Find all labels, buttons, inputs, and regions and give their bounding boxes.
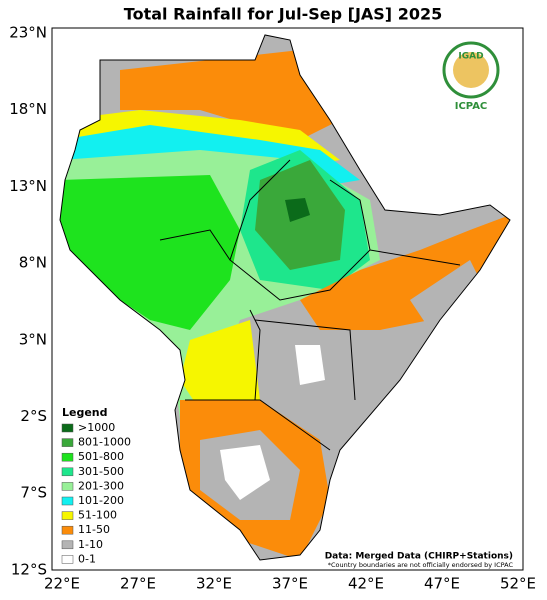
- legend-label: >1000: [78, 421, 115, 434]
- legend-label: 11-50: [78, 523, 110, 536]
- zone: [180, 320, 260, 410]
- logo: IGAD ICPAC: [442, 41, 500, 112]
- legend-label: 801-1000: [78, 436, 131, 449]
- legend-swatch: [61, 452, 74, 462]
- map-title: Total Rainfall for Jul-Sep [JAS] 2025: [124, 5, 442, 24]
- country-boundaries: [59, 34, 511, 561]
- legend-swatch: [61, 423, 74, 433]
- legend-label: 51-100: [78, 509, 117, 522]
- legend-swatch: [61, 511, 74, 520]
- lat-label: 7°S: [20, 484, 47, 502]
- zone: [60, 175, 240, 330]
- legend-swatch: [61, 496, 74, 506]
- lat-label: 12°S: [11, 560, 47, 578]
- legend-label: 0-1: [78, 552, 96, 565]
- lon-label: 42°E: [348, 575, 384, 593]
- lon-label: 32°E: [196, 575, 232, 593]
- disclaimer: *Country boundaries are not officially e…: [328, 561, 514, 569]
- lat-label: 18°N: [9, 100, 47, 118]
- lat-label: 8°N: [19, 254, 47, 272]
- legend-swatch: [61, 525, 74, 535]
- legend-swatch: [61, 467, 74, 477]
- lon-label: 37°E: [272, 575, 308, 593]
- legend-title: Legend: [62, 406, 108, 419]
- zone: [295, 345, 325, 385]
- zone: [285, 198, 310, 222]
- legend-swatch: [61, 482, 74, 491]
- legend-label: 301-500: [78, 465, 124, 478]
- zone: [340, 330, 420, 390]
- legend-swatch: [61, 438, 74, 447]
- data-source: Data: Merged Data (CHIRP+Stations): [325, 552, 513, 562]
- lat-label: 23°N: [9, 24, 47, 42]
- lon-label: 27°E: [120, 575, 156, 593]
- zone: [410, 260, 480, 330]
- lon-label: 22°E: [44, 575, 80, 593]
- zone: [300, 215, 510, 330]
- lat-label: 2°S: [20, 407, 47, 425]
- lat-label: 3°N: [19, 330, 47, 348]
- zone: [120, 50, 340, 140]
- legend-label: 1-10: [78, 538, 103, 551]
- zone: [220, 445, 270, 500]
- axis-labels: 23°N 18°N 13°N 8°N 3°N 2°S 7°S 12°S22°E 27°E 32°E…: [9, 24, 536, 593]
- logo-bottom: ICPAC: [455, 101, 488, 112]
- lon-label: 52°E: [500, 575, 536, 593]
- logo-top: IGAD: [458, 52, 483, 62]
- lat-label: 13°N: [9, 177, 47, 195]
- logo-center: [453, 52, 489, 88]
- legend-label: 201-300: [78, 479, 124, 492]
- lon-label: 47°E: [424, 575, 460, 593]
- legend-label: 101-200: [78, 494, 124, 507]
- legend-swatch: [61, 555, 74, 564]
- legend-swatch: [61, 540, 74, 550]
- legend-label: 501-800: [78, 450, 124, 463]
